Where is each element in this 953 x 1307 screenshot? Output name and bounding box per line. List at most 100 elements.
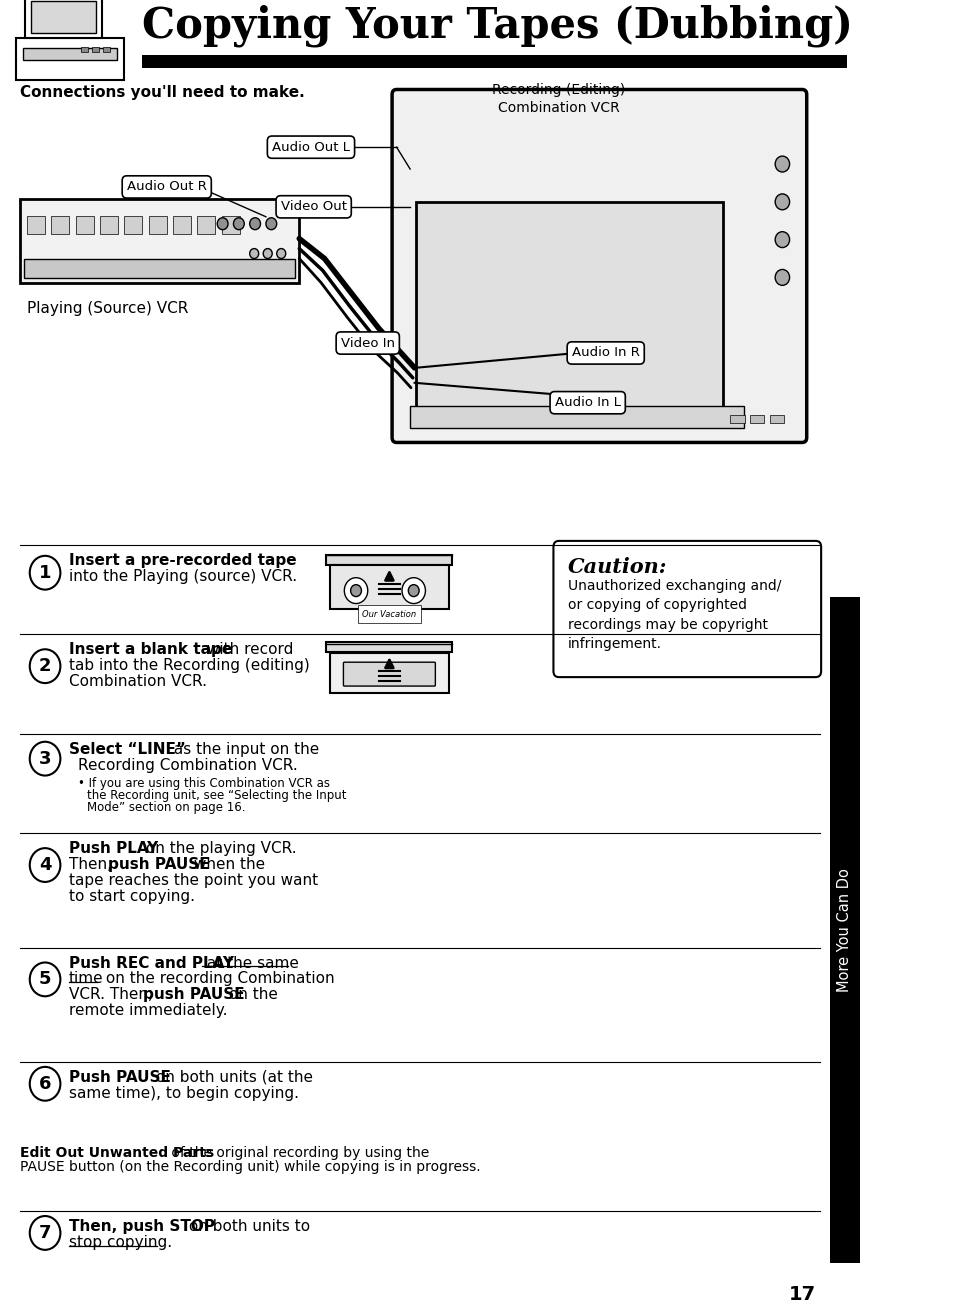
Text: 5: 5: [39, 970, 51, 988]
Bar: [103, 47, 110, 52]
Text: Insert a blank tape: Insert a blank tape: [69, 642, 232, 657]
Text: same time), to begin copying.: same time), to begin copying.: [69, 1086, 298, 1100]
Text: with record: with record: [202, 642, 293, 657]
Bar: [829, 596, 859, 1263]
FancyBboxPatch shape: [330, 654, 449, 693]
Text: Push PAUSE: Push PAUSE: [69, 1070, 171, 1085]
Text: Audio Out L: Audio Out L: [272, 141, 350, 154]
Circle shape: [30, 1067, 60, 1100]
Bar: [769, 414, 783, 422]
Bar: [124, 216, 142, 234]
Circle shape: [30, 555, 60, 589]
Text: Caution:: Caution:: [567, 557, 667, 576]
Circle shape: [217, 218, 228, 230]
Circle shape: [775, 193, 789, 210]
Text: push PAUSE: push PAUSE: [108, 857, 210, 872]
Text: Edit Out Unwanted Parts: Edit Out Unwanted Parts: [20, 1146, 213, 1161]
Circle shape: [250, 218, 260, 230]
Text: Copying Your Tapes (Dubbing): Copying Your Tapes (Dubbing): [142, 5, 853, 47]
Bar: [410, 405, 742, 427]
Bar: [197, 216, 215, 234]
Circle shape: [401, 578, 425, 604]
FancyBboxPatch shape: [330, 565, 449, 609]
Circle shape: [344, 578, 367, 604]
Text: at the same: at the same: [202, 955, 298, 971]
Text: 7: 7: [39, 1223, 51, 1242]
Circle shape: [276, 248, 286, 259]
Text: on the: on the: [224, 987, 278, 1002]
Bar: [326, 554, 452, 565]
Text: • If you are using this Combination VCR as: • If you are using this Combination VCR …: [77, 776, 329, 789]
Circle shape: [30, 742, 60, 775]
Text: PAUSE button (on the Recording unit) while copying is in progress.: PAUSE button (on the Recording unit) whi…: [20, 1161, 480, 1175]
Circle shape: [263, 248, 272, 259]
Text: stop copying.: stop copying.: [69, 1235, 172, 1249]
Text: Connections you'll need to make.: Connections you'll need to make.: [20, 85, 304, 99]
Text: 6: 6: [39, 1074, 51, 1093]
Text: as the input on the: as the input on the: [170, 742, 319, 757]
Circle shape: [30, 848, 60, 882]
Text: 4: 4: [39, 856, 51, 874]
Text: More You Can Do: More You Can Do: [836, 868, 851, 992]
FancyBboxPatch shape: [392, 89, 806, 443]
Text: push PAUSE: push PAUSE: [143, 987, 245, 1002]
Text: Then, push STOP: Then, push STOP: [69, 1219, 214, 1234]
Text: Audio In L: Audio In L: [554, 396, 620, 409]
Text: Audio Out R: Audio Out R: [127, 180, 207, 193]
Text: Video In: Video In: [340, 336, 395, 349]
Bar: [25, 259, 294, 278]
Text: Mode” section on page 16.: Mode” section on page 16.: [87, 801, 245, 814]
Circle shape: [775, 231, 789, 247]
Circle shape: [30, 962, 60, 996]
Bar: [81, 47, 89, 52]
Text: 2: 2: [39, 657, 51, 676]
FancyBboxPatch shape: [553, 541, 821, 677]
Text: tab into the Recording (editing): tab into the Recording (editing): [69, 659, 309, 673]
Text: Then,: Then,: [69, 857, 116, 872]
Bar: [749, 414, 763, 422]
Circle shape: [775, 156, 789, 173]
FancyBboxPatch shape: [416, 201, 722, 416]
Text: 1: 1: [39, 563, 51, 582]
Bar: [326, 642, 452, 652]
Circle shape: [775, 269, 789, 285]
Bar: [142, 55, 846, 68]
Text: the Recording unit, see “Selecting the Input: the Recording unit, see “Selecting the I…: [87, 789, 346, 802]
Text: Select “LINE”: Select “LINE”: [69, 742, 185, 757]
Bar: [27, 216, 45, 234]
Text: Playing (Source) VCR: Playing (Source) VCR: [27, 302, 189, 316]
FancyBboxPatch shape: [343, 663, 435, 686]
Text: time: time: [69, 971, 103, 987]
Text: VCR. Then,: VCR. Then,: [69, 987, 157, 1002]
FancyBboxPatch shape: [20, 199, 299, 284]
Text: Video Out: Video Out: [280, 200, 346, 213]
Text: Push REC and PLAY: Push REC and PLAY: [69, 955, 233, 971]
Text: Insert a pre-recorded tape: Insert a pre-recorded tape: [69, 553, 295, 567]
FancyBboxPatch shape: [25, 0, 102, 38]
FancyBboxPatch shape: [30, 1, 96, 33]
Text: when the: when the: [189, 857, 265, 872]
Bar: [75, 216, 93, 234]
Circle shape: [30, 650, 60, 684]
Bar: [149, 216, 167, 234]
Bar: [221, 216, 239, 234]
Text: Audio In R: Audio In R: [571, 346, 639, 359]
Text: into the Playing (source) VCR.: into the Playing (source) VCR.: [69, 569, 296, 584]
Bar: [729, 414, 743, 422]
Text: Unauthorized exchanging and/
or copying of copyrighted
recordings may be copyrig: Unauthorized exchanging and/ or copying …: [567, 579, 781, 651]
Text: 17: 17: [788, 1285, 815, 1303]
Circle shape: [266, 218, 276, 230]
Text: Our Vacation: Our Vacation: [362, 609, 416, 618]
Text: Recording Combination VCR.: Recording Combination VCR.: [77, 758, 297, 772]
Text: Push PLAY: Push PLAY: [69, 842, 157, 856]
Text: on the recording Combination: on the recording Combination: [101, 971, 335, 987]
Bar: [172, 216, 191, 234]
Text: Combination VCR.: Combination VCR.: [69, 674, 206, 689]
Bar: [100, 216, 118, 234]
Circle shape: [408, 584, 418, 596]
Text: on both units (at the: on both units (at the: [151, 1070, 313, 1085]
Text: Recording (Editing)
Combination VCR: Recording (Editing) Combination VCR: [492, 82, 625, 115]
Text: remote immediately.: remote immediately.: [69, 1004, 227, 1018]
Text: of the original recording by using the: of the original recording by using the: [167, 1146, 429, 1161]
Text: on both units to: on both units to: [184, 1219, 310, 1234]
